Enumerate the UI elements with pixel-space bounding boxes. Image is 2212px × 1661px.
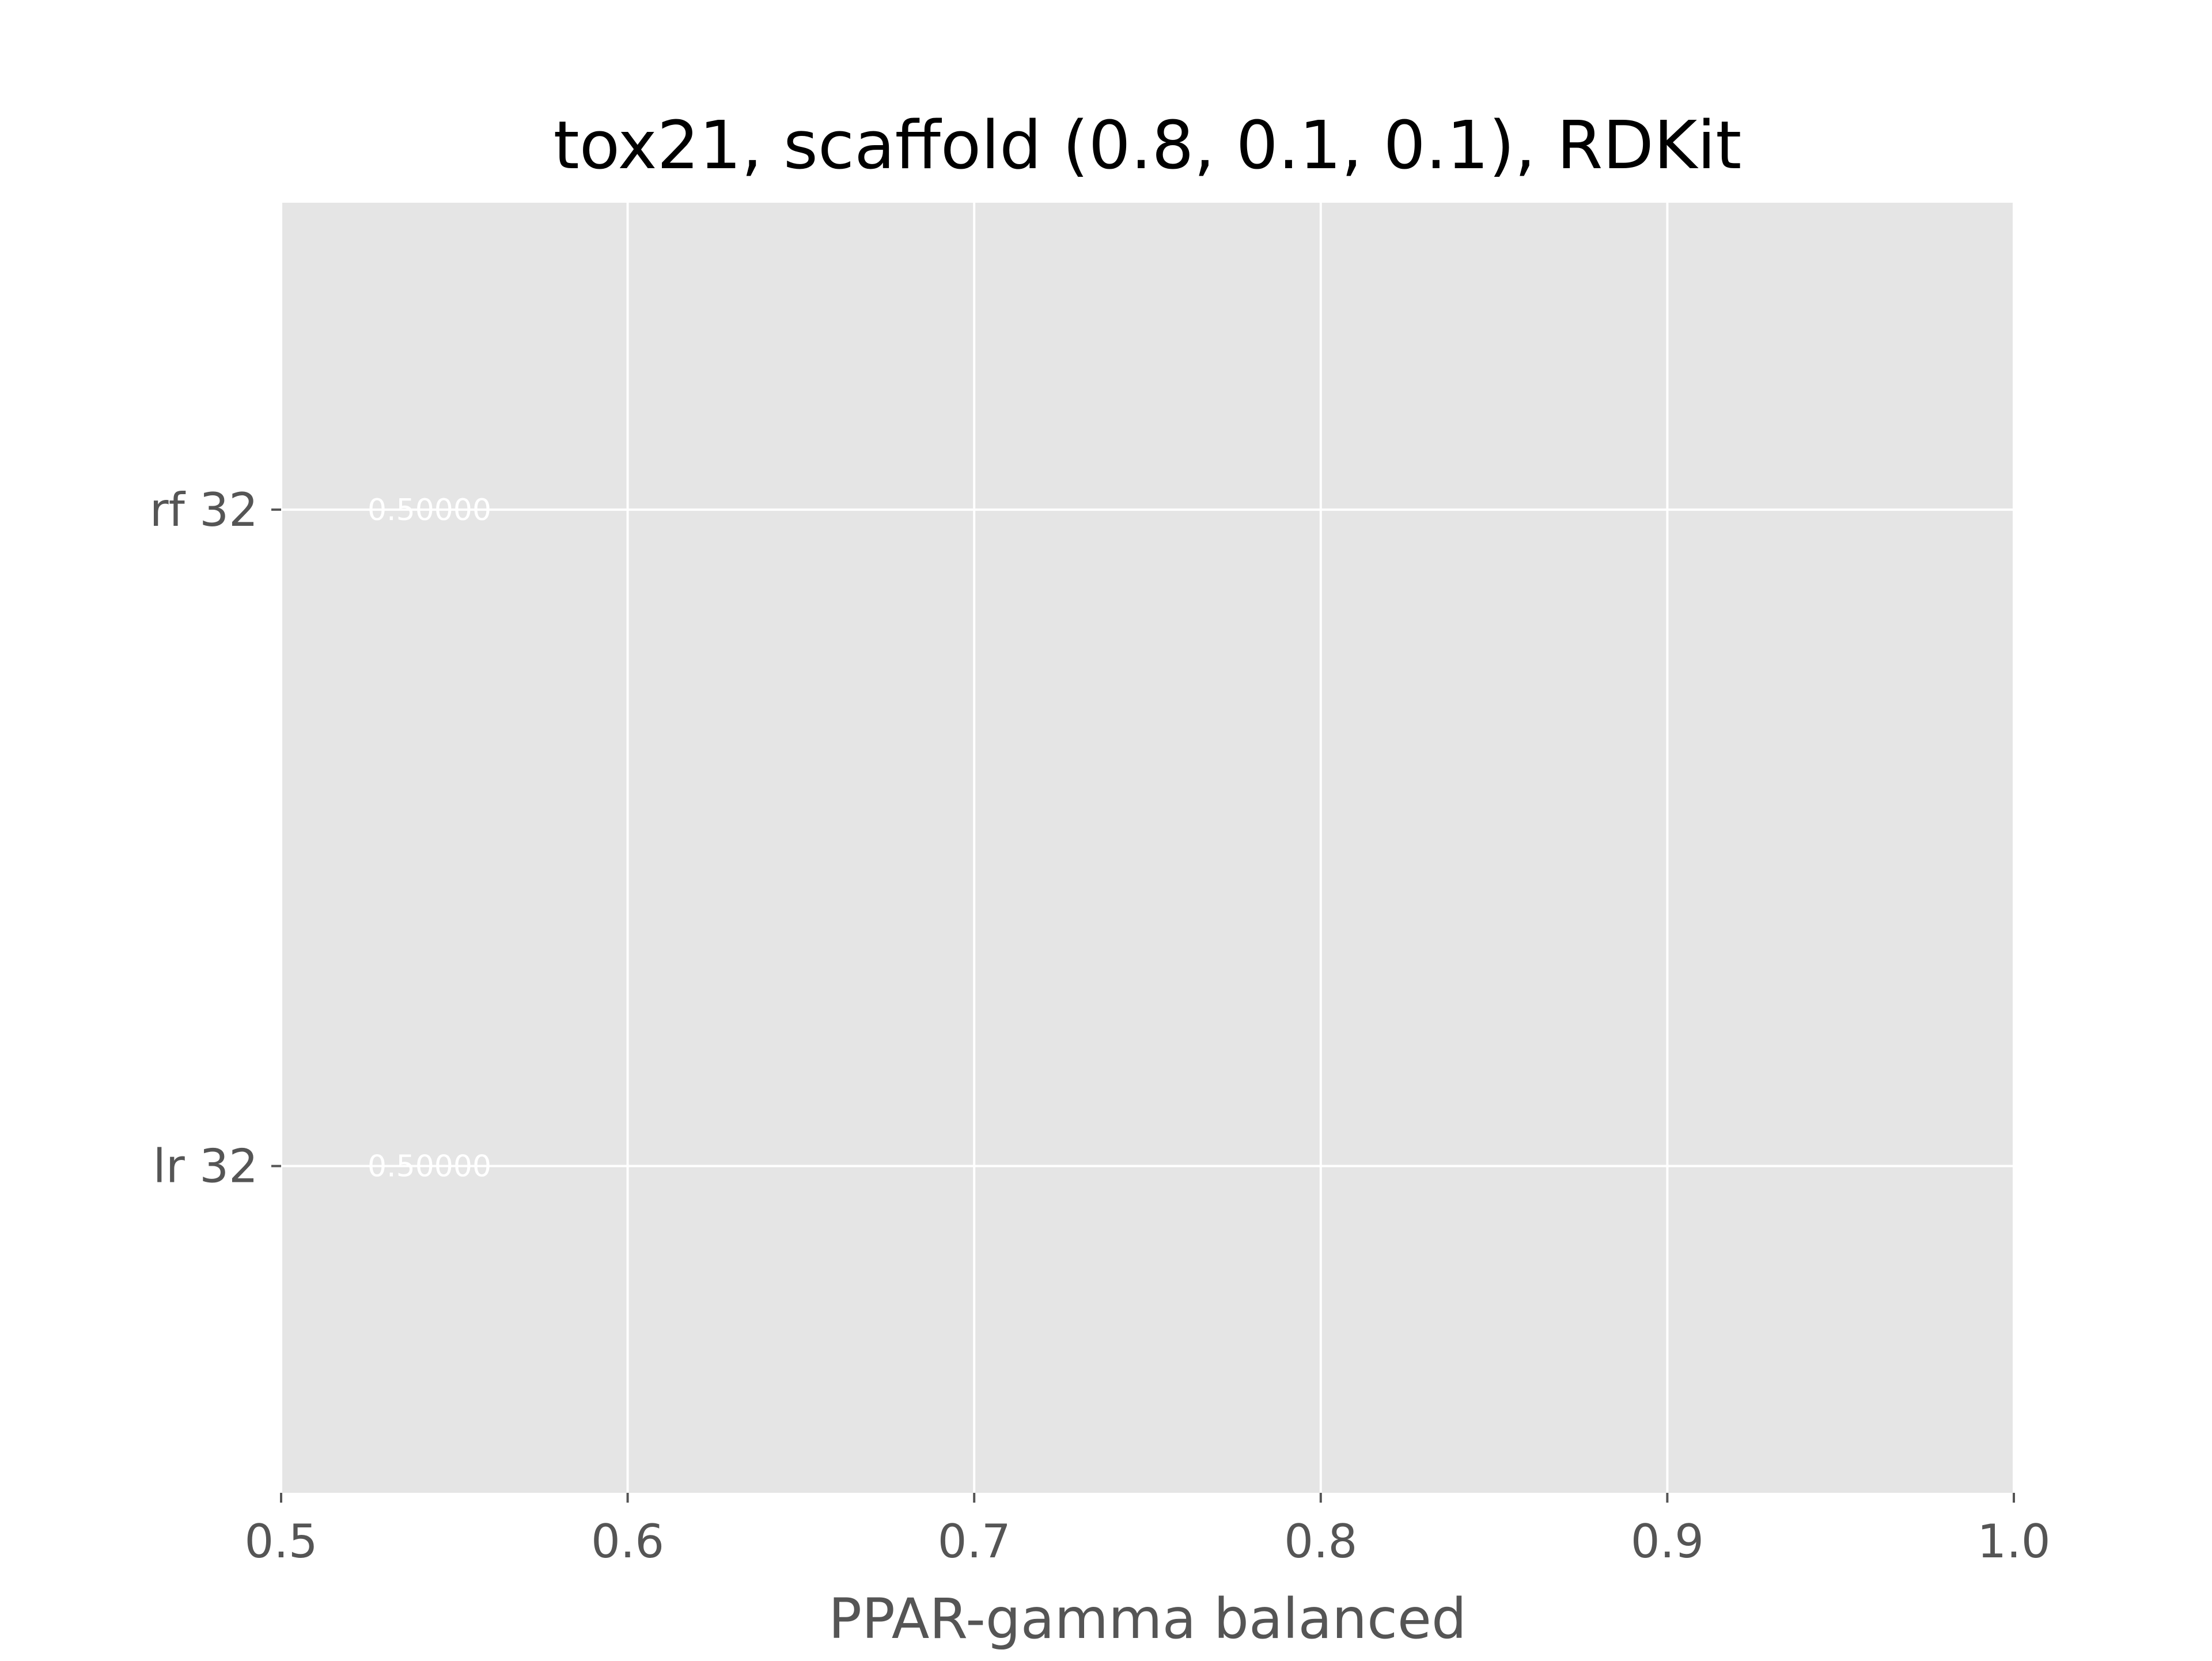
x-axis-ticks: 0.5 0.6 0.7 0.8 0.9 1.0 bbox=[244, 1493, 2051, 1568]
bar-value-label: 0.50000 bbox=[368, 1150, 491, 1184]
x-tick-label: 1.0 bbox=[1977, 1515, 2050, 1568]
y-tick-label: rf 32 bbox=[150, 483, 258, 537]
x-tick-label: 0.9 bbox=[1631, 1515, 1704, 1568]
x-tick-label: 0.5 bbox=[244, 1515, 317, 1568]
x-tick-label: 0.6 bbox=[591, 1515, 664, 1568]
y-tick-label: lr 32 bbox=[153, 1140, 258, 1193]
y-axis-ticks: lr 32 rf 32 bbox=[150, 483, 281, 1193]
x-tick-label: 0.7 bbox=[938, 1515, 1011, 1568]
x-tick-label: 0.8 bbox=[1284, 1515, 1357, 1568]
x-axis-label: PPAR-gamma balanced bbox=[828, 1587, 1467, 1651]
grid-lines bbox=[280, 203, 2015, 1493]
bar-value-label: 0.50000 bbox=[368, 493, 491, 528]
chart-title: tox21, scaffold (0.8, 0.1, 0.1), RDKit bbox=[554, 107, 1742, 184]
plot-area bbox=[281, 203, 2014, 1493]
data-labels: 0.50000 0.50000 bbox=[368, 493, 491, 1184]
